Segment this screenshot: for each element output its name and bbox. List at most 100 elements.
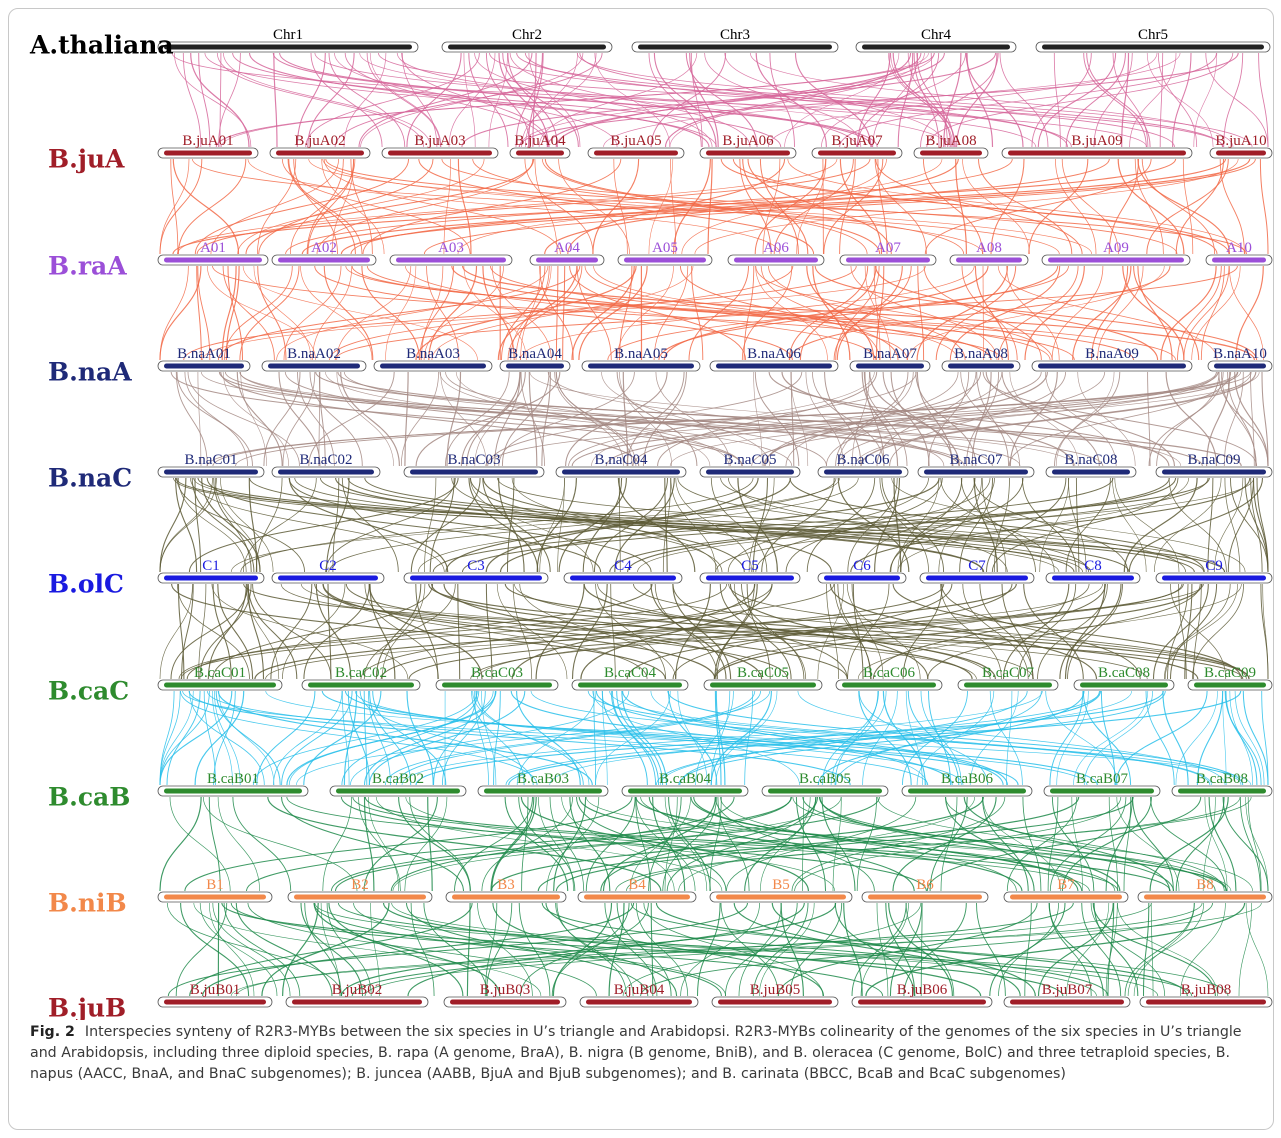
synteny-link: [248, 477, 258, 573]
synteny-link: [1242, 690, 1269, 786]
synteny-link: [797, 690, 1226, 786]
synteny-link: [159, 690, 233, 786]
chromosome-bar: [164, 894, 266, 900]
synteny-link: [175, 371, 208, 467]
synteny-link: [998, 265, 1079, 361]
synteny-link: [222, 265, 275, 361]
synteny-link: [1167, 583, 1189, 680]
synteny-link: [1112, 52, 1149, 148]
synteny-link: [1055, 371, 1115, 467]
chromosome-label: A05: [652, 240, 678, 256]
synteny-link: [1083, 52, 1147, 148]
synteny-link: [576, 265, 612, 361]
synteny-link: [482, 265, 515, 361]
synteny-link: [181, 583, 194, 680]
synteny-link: [892, 796, 997, 892]
chromosome-label: Chr2: [512, 27, 542, 43]
chromosome-bar: [1194, 682, 1266, 688]
chromosome-bar: [164, 363, 244, 369]
synteny-link: [180, 902, 250, 997]
synteny-link: [555, 371, 637, 467]
synteny-link: [1114, 477, 1180, 573]
synteny-link: [1239, 796, 1261, 892]
synteny-link: [973, 477, 998, 573]
synteny-link: [1222, 690, 1227, 786]
synteny-link: [1214, 477, 1244, 573]
synteny-link: [945, 796, 1225, 892]
chromosome-label: Chr4: [921, 27, 952, 43]
synteny-link: [971, 371, 992, 467]
synteny-link: [363, 690, 496, 786]
synteny-link: [949, 265, 1061, 361]
synteny-link: [546, 796, 600, 892]
synteny-link: [247, 583, 265, 680]
chromosome-bar: [842, 682, 936, 688]
synteny-link: [282, 902, 319, 997]
synteny-link: [585, 796, 636, 892]
chromosome-bar: [278, 469, 374, 475]
synteny-link: [860, 371, 1257, 467]
synteny-link: [243, 583, 1244, 680]
synteny-link: [462, 265, 1255, 361]
synteny-link: [334, 796, 880, 892]
synteny-link: [239, 371, 965, 467]
synteny-link: [1178, 583, 1187, 680]
synteny-link: [752, 902, 809, 997]
synteny-link: [246, 796, 792, 892]
chromosome-label: C1: [202, 558, 220, 574]
synteny-link: [390, 796, 735, 892]
chromosome-bar: [1212, 257, 1266, 263]
synteny-link: [833, 265, 912, 361]
synteny-link: [177, 158, 838, 255]
synteny-link: [364, 583, 439, 680]
synteny-link: [897, 52, 914, 148]
synteny-link: [991, 477, 1179, 573]
synteny-link: [497, 265, 578, 361]
species-label: B.juB: [48, 994, 126, 1021]
synteny-link: [524, 52, 578, 148]
synteny-link: [166, 690, 201, 786]
synteny-link: [715, 690, 778, 786]
synteny-link: [619, 265, 633, 361]
synteny-link: [1204, 796, 1228, 892]
synteny-link: [220, 52, 929, 148]
chromosome-bar: [1010, 894, 1122, 900]
synteny-link: [516, 690, 597, 786]
synteny-link: [1177, 265, 1222, 361]
synteny-link: [212, 265, 1003, 361]
synteny-link: [401, 52, 438, 148]
synteny-link: [632, 371, 1042, 467]
synteny-link: [284, 371, 743, 467]
synteny-link: [558, 477, 627, 573]
synteny-link: [1148, 371, 1224, 467]
chromosome-bar: [570, 575, 676, 581]
synteny-link: [1086, 52, 1151, 148]
synteny-link: [1202, 796, 1216, 892]
chromosome-bar: [638, 44, 832, 50]
synteny-link: [224, 371, 1104, 467]
chromosome-bar: [1042, 44, 1264, 50]
synteny-link: [960, 371, 1020, 467]
chromosome-label: B.caB07: [1076, 771, 1129, 787]
synteny-link: [881, 477, 945, 573]
synteny-link: [474, 690, 489, 786]
synteny-link: [218, 690, 275, 786]
synteny-link: [507, 477, 515, 573]
synteny-link: [511, 477, 719, 573]
synteny-link: [1051, 265, 1104, 361]
synteny-link: [1261, 371, 1269, 467]
synteny-link: [230, 477, 840, 573]
chromosome-label: B.caB08: [1196, 771, 1248, 787]
chromosome-label: B5: [772, 877, 790, 893]
synteny-link: [1097, 265, 1144, 361]
synteny-link: [202, 902, 635, 997]
synteny-link: [873, 265, 881, 361]
synteny-link: [1258, 52, 1269, 148]
synteny-link: [240, 477, 754, 573]
synteny-link: [193, 902, 542, 997]
synteny-link: [763, 371, 1048, 467]
synteny-link: [243, 477, 317, 573]
chromosome-bar: [164, 575, 258, 581]
synteny-link: [888, 902, 953, 997]
chromosome-bar: [956, 257, 1022, 263]
